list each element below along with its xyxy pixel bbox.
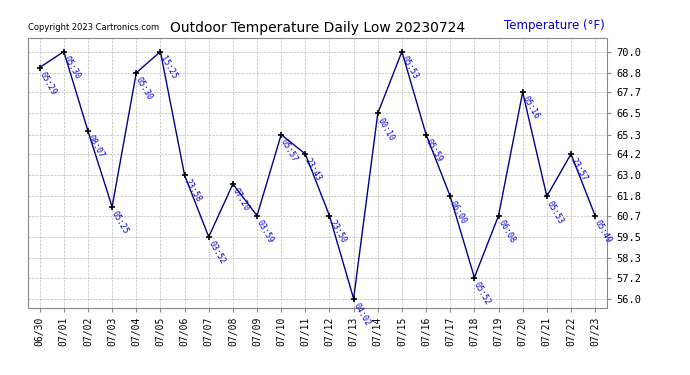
Text: 05:57: 05:57 [279, 137, 299, 164]
Text: 05:16: 05:16 [520, 95, 541, 121]
Text: Temperature (°F): Temperature (°F) [504, 19, 604, 32]
Text: 23:58: 23:58 [182, 178, 203, 204]
Text: 05:49: 05:49 [593, 219, 613, 245]
Text: 00:10: 00:10 [375, 116, 396, 142]
Text: 04:02: 04:02 [351, 302, 372, 328]
Text: 05:30: 05:30 [134, 76, 155, 102]
Text: 23:50: 23:50 [327, 219, 348, 245]
Text: 05:59: 05:59 [424, 137, 444, 164]
Text: 05:52: 05:52 [472, 280, 493, 306]
Text: 05:30: 05:30 [61, 54, 82, 81]
Text: 06:00: 06:00 [448, 199, 469, 225]
Text: 07:20: 07:20 [230, 187, 251, 213]
Text: 05:25: 05:25 [110, 210, 130, 236]
Text: 03:59: 03:59 [255, 219, 275, 245]
Text: 06:08: 06:08 [496, 219, 517, 245]
Text: 03:52: 03:52 [206, 240, 227, 266]
Title: Outdoor Temperature Daily Low 20230724: Outdoor Temperature Daily Low 20230724 [170, 21, 465, 35]
Text: 23:43: 23:43 [303, 157, 324, 183]
Text: 08:07: 08:07 [86, 134, 106, 160]
Text: 23:57: 23:57 [569, 157, 589, 183]
Text: 15:25: 15:25 [158, 54, 179, 81]
Text: Copyright 2023 Cartronics.com: Copyright 2023 Cartronics.com [28, 23, 159, 32]
Text: 05:53: 05:53 [400, 54, 420, 81]
Text: 05:29: 05:29 [37, 70, 58, 96]
Text: 05:53: 05:53 [544, 199, 565, 225]
